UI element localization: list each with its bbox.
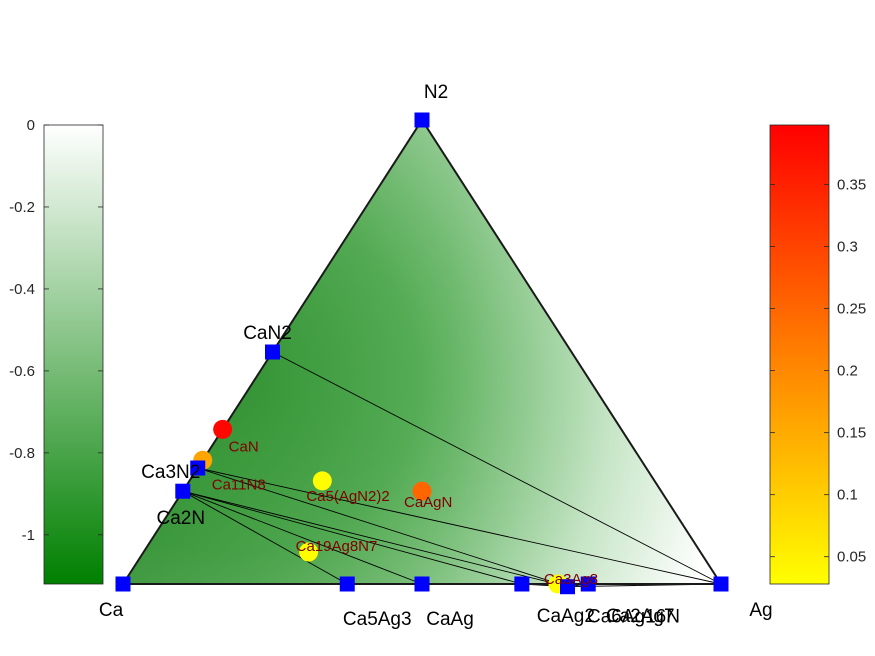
stable-label-caag2: CaAg2 — [537, 606, 595, 627]
stable-marker-caag2 — [514, 576, 530, 592]
e-above-hull-colorbar-fill — [769, 124, 830, 585]
formation-energy-tick-label: -0.4 — [9, 281, 35, 298]
formation-energy-colorbar: 0 -0.2 -0.4 -0.6 -0.8 -1 — [9, 117, 104, 585]
tie-lines — [182, 351, 722, 588]
e-above-hull-colorbar-ticks: 0.05 0.1 0.15 0.2 0.25 0.3 0.35 — [770, 177, 866, 566]
tie-line-ca2n-ca5ag3 — [182, 490, 348, 585]
triangle-edge-shade — [123, 120, 721, 584]
tie-line-ca3n2-ca6ag16n — [197, 467, 568, 588]
stable-label-ca2ag7: Ca2Ag7 — [606, 606, 675, 627]
e-above-hull-tick-label: 0.3 — [837, 239, 858, 256]
tie-line-ca2n-caag — [182, 490, 423, 585]
formation-energy-tick-label: -0.2 — [9, 199, 35, 216]
stable-label-can2: CaN2 — [243, 323, 292, 344]
stable-label-ag: Ag — [749, 600, 772, 621]
unstable-label-ca3ag8: Ca3Ag8 — [544, 571, 598, 588]
stable-marker-ca3n2 — [190, 460, 206, 476]
stable-phase-markers — [115, 112, 729, 595]
formation-energy-tick-label: 0 — [27, 117, 35, 134]
unstable-marker-caagn — [412, 481, 432, 501]
e-above-hull-tick-label: 0.2 — [837, 363, 858, 380]
ternary-triangle — [121, 118, 723, 588]
unstable-label-caagn: CaAgN — [404, 494, 452, 511]
e-above-hull-tick-label: 0.05 — [837, 549, 866, 566]
stable-marker-ca5ag3 — [339, 576, 355, 592]
unstable-label-ca19ag8n7: Ca19Ag8N7 — [296, 538, 378, 555]
stable-label-ca6ag16n: Ca6Ag16N — [587, 607, 680, 628]
e-above-hull-tick-label: 0.15 — [837, 425, 866, 442]
tie-line-ca2n-caag2 — [182, 490, 522, 585]
formation-energy-tick-label: -0.6 — [9, 363, 35, 380]
stable-marker-ca6ag16n — [560, 579, 576, 595]
tie-line-ca2n-ca6ag16n — [182, 490, 568, 588]
e-above-hull-colorbar: 0.05 0.1 0.15 0.2 0.25 0.3 0.35 — [769, 124, 866, 585]
stable-label-ca: Ca — [99, 600, 124, 621]
formation-energy-tick-label: -0.8 — [9, 445, 35, 462]
unstable-label-ca5-agn2-2: Ca5(AgN2)2 — [306, 488, 389, 505]
stable-marker-caag — [414, 576, 430, 592]
formation-energy-tick-label: -1 — [22, 527, 35, 544]
stable-marker-n2 — [414, 112, 430, 128]
tie-line-ca3n2-ag — [197, 467, 722, 585]
formation-energy-colorbar-ticks: 0 -0.2 -0.4 -0.6 -0.8 -1 — [9, 117, 103, 544]
unstable-marker-ca5-agn2-2 — [312, 471, 332, 491]
stable-label-ca5ag3: Ca5Ag3 — [343, 609, 412, 630]
stable-label-n2: N2 — [424, 82, 448, 103]
stable-marker-ag — [713, 576, 729, 592]
stable-marker-ca2ag7 — [580, 576, 596, 592]
tie-line-can2-ag — [272, 351, 722, 585]
stable-marker-ca2n — [175, 483, 191, 499]
unstable-label-can: CaN — [229, 438, 259, 455]
stable-marker-can2 — [265, 344, 280, 360]
e-above-hull-tick-label: 0.35 — [837, 177, 866, 194]
e-above-hull-tick-label: 0.1 — [837, 487, 858, 504]
stable-label-ca3n2: Ca3N2 — [141, 462, 200, 483]
stable-label-ca2n: Ca2N — [157, 508, 206, 529]
unstable-marker-can — [213, 419, 233, 439]
formation-energy-colorbar-fill — [43, 124, 104, 585]
unstable-marker-ca19ag8n7 — [299, 542, 319, 562]
unstable-label-ca11n8: Ca11N8 — [212, 476, 266, 493]
e-above-hull-tick-label: 0.25 — [837, 301, 866, 318]
stable-marker-ca — [115, 576, 131, 592]
stable-label-caag: CaAg — [426, 609, 474, 630]
